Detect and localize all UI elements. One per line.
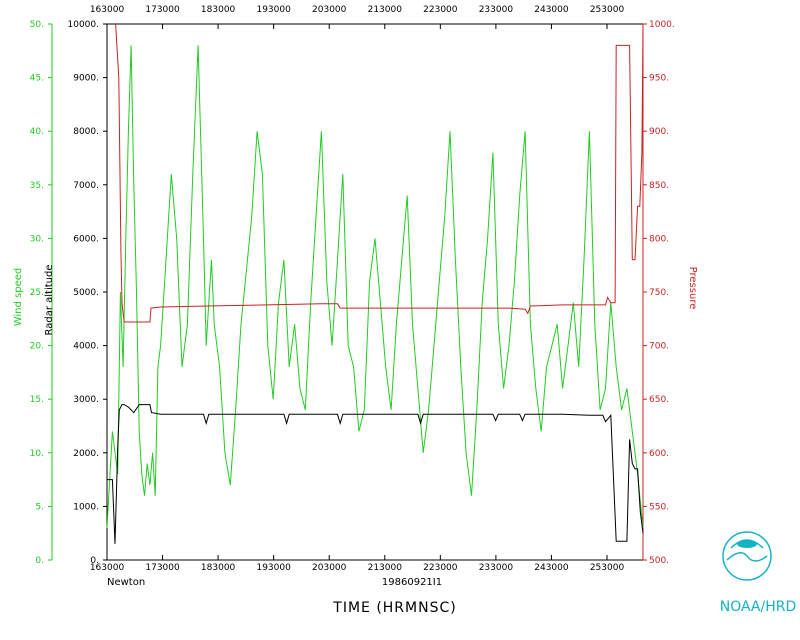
altitude-tick-label: 6000. bbox=[73, 234, 99, 244]
x-tick-label: 243000 bbox=[534, 563, 569, 573]
wind-tick-label: 10. bbox=[30, 449, 44, 459]
x-top-tick-label: 173000 bbox=[145, 5, 180, 15]
pressure-tick-label: 650. bbox=[649, 395, 669, 405]
wind-tick-label: 15. bbox=[30, 395, 44, 405]
x-top-tick-label: 253000 bbox=[590, 5, 625, 15]
pressure-tick-label: 850. bbox=[649, 181, 669, 191]
wind-tick-label: 5. bbox=[35, 502, 44, 512]
altitude-tick-label: 5000. bbox=[73, 288, 99, 298]
x-top-tick-label: 193000 bbox=[256, 5, 291, 15]
altitude-tick-label: 10000. bbox=[68, 20, 100, 30]
altitude-tick-label: 8000. bbox=[73, 127, 99, 137]
x-top-tick-label: 203000 bbox=[312, 5, 347, 15]
x-tick-label: 163000 bbox=[90, 563, 125, 573]
x-tick-label: 233000 bbox=[479, 563, 514, 573]
footer-left-label: Newton bbox=[107, 577, 145, 588]
x-top-tick-label: 223000 bbox=[423, 5, 458, 15]
pressure-tick-label: 700. bbox=[649, 342, 669, 352]
altitude-tick-label: 7000. bbox=[73, 181, 99, 191]
tick-group: 0. 5. 10. 15. 20. 25. 30. 35. 40. 45. 50. 0. 1000. 20… bbox=[30, 5, 675, 573]
x-top-tick-label: 183000 bbox=[201, 5, 236, 15]
pressure-tick-label: 800. bbox=[649, 234, 669, 244]
wind-axis-title: Wind speed bbox=[13, 268, 24, 327]
x-top-tick-label: 233000 bbox=[479, 5, 514, 15]
pressure-axis-title: Pressure bbox=[687, 267, 698, 310]
altitude-tick-label: 2000. bbox=[73, 449, 99, 459]
x-tick-label: 193000 bbox=[256, 563, 291, 573]
x-axis-title: TIME (HRMNSC) bbox=[332, 600, 456, 616]
pressure-tick-label: 500. bbox=[649, 556, 669, 566]
altitude-tick-label: 0. bbox=[90, 556, 99, 566]
pressure-tick-label: 750. bbox=[649, 288, 669, 298]
x-tick-label: 223000 bbox=[423, 563, 458, 573]
wind-tick-label: 25. bbox=[30, 288, 44, 298]
altitude-axis-title: Radar altitude bbox=[44, 265, 55, 336]
wind-speed-series-line bbox=[106, 45, 644, 528]
x-top-tick-label: 163000 bbox=[90, 5, 125, 15]
x-tick-label: 213000 bbox=[368, 563, 403, 573]
pressure-tick-label: 550. bbox=[649, 502, 669, 512]
wind-tick-label: 30. bbox=[30, 234, 44, 244]
altitude-tick-label: 3000. bbox=[73, 395, 99, 405]
x-tick-label: 173000 bbox=[145, 563, 180, 573]
wind-tick-label: 20. bbox=[30, 342, 44, 352]
noaa-hrd-label: NOAA/HRD bbox=[720, 599, 797, 615]
altitude-tick-label: 9000. bbox=[73, 74, 99, 84]
altitude-tick-label: 4000. bbox=[73, 342, 99, 352]
pressure-tick-label: 900. bbox=[649, 127, 669, 137]
wind-tick-label: 0. bbox=[35, 556, 44, 566]
x-tick-label: 253000 bbox=[590, 563, 625, 573]
plot-frame bbox=[106, 23, 644, 561]
x-tick-label: 203000 bbox=[312, 563, 347, 573]
radar-altitude-series-line bbox=[107, 404, 644, 544]
series-group bbox=[106, 23, 644, 544]
pressure-tick-label: 950. bbox=[649, 74, 669, 84]
wind-tick-label: 40. bbox=[30, 127, 44, 137]
x-top-tick-label: 213000 bbox=[368, 5, 403, 15]
wind-tick-label: 35. bbox=[30, 181, 44, 191]
x-top-tick-label: 243000 bbox=[534, 5, 569, 15]
wind-tick-label: 45. bbox=[30, 74, 44, 84]
footer-center-label: 19860921I1 bbox=[382, 577, 442, 588]
x-tick-label: 183000 bbox=[201, 563, 236, 573]
pressure-tick-label: 600. bbox=[649, 449, 669, 459]
wind-tick-label: 50. bbox=[30, 20, 44, 30]
pressure-tick-label: 1000. bbox=[649, 20, 675, 30]
altitude-tick-label: 1000. bbox=[73, 502, 99, 512]
noaa-logo bbox=[722, 531, 772, 581]
pressure-series-line bbox=[115, 23, 644, 323]
